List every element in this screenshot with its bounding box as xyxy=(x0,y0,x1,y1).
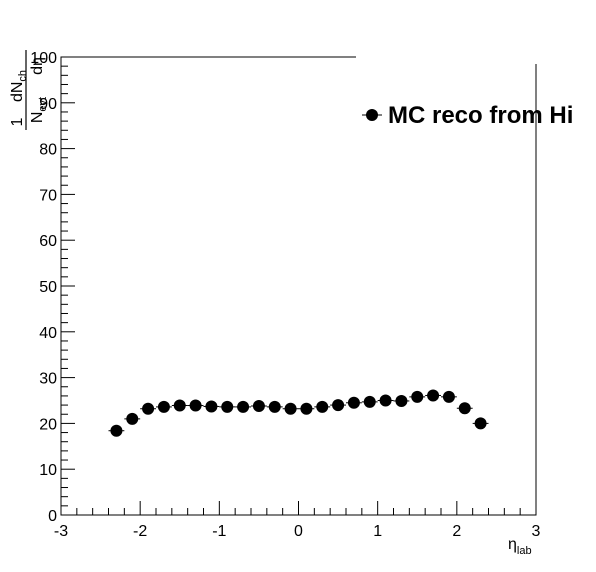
data-point xyxy=(252,399,265,412)
y-tick-label: 90 xyxy=(39,96,57,113)
legend: MC reco from Hi xyxy=(356,52,596,129)
data-point xyxy=(110,424,123,437)
data-point xyxy=(173,399,186,412)
x-tick-label: -3 xyxy=(54,523,68,540)
data-point xyxy=(237,400,250,413)
data-point xyxy=(189,399,202,412)
y-label-nevt: Nevt xyxy=(29,97,49,123)
data-point xyxy=(347,396,360,409)
data-point xyxy=(316,400,329,413)
y-tick-label: 30 xyxy=(39,371,57,388)
x-tick-label: -2 xyxy=(133,523,147,540)
x-tick-label: 1 xyxy=(373,523,382,540)
data-point xyxy=(300,402,313,415)
x-axis-label-symbol: η xyxy=(508,536,517,553)
y-label-deta: dη xyxy=(29,57,46,75)
y-label-dn-sub: ch xyxy=(17,70,29,82)
data-point xyxy=(157,400,170,413)
x-axis-label-subscript: lab xyxy=(517,545,532,557)
data-point xyxy=(205,400,218,413)
data-point xyxy=(284,402,297,415)
y-label-nevt-main: N xyxy=(29,112,46,124)
y-tick-label: 40 xyxy=(39,325,57,342)
data-point xyxy=(427,389,440,402)
y-label-dn-main: dN xyxy=(9,82,26,102)
data-point xyxy=(126,412,139,425)
y-tick-label: 10 xyxy=(39,462,57,479)
y-tick-label: 20 xyxy=(39,416,57,433)
data-point xyxy=(379,394,392,407)
y-label-one: 1 xyxy=(9,117,26,126)
data-point xyxy=(363,395,376,408)
y-label-nevt-sub: evt xyxy=(37,97,49,112)
legend-marker xyxy=(366,109,378,121)
x-tick-label: -1 xyxy=(212,523,226,540)
y-tick-label: 100 xyxy=(30,50,57,67)
data-point xyxy=(332,399,345,412)
y-tick-label: 80 xyxy=(39,142,57,159)
legend-background xyxy=(356,52,596,64)
data-point xyxy=(474,417,487,430)
y-tick-label: 0 xyxy=(48,508,57,525)
data-point xyxy=(268,400,281,413)
y-axis-label: 1 dNch Nevt dη xyxy=(9,50,49,130)
data-points xyxy=(108,389,489,437)
x-tick-label: 3 xyxy=(532,523,541,540)
y-tick-label: 70 xyxy=(39,187,57,204)
y-tick-label: 60 xyxy=(39,233,57,250)
data-point xyxy=(221,400,234,413)
legend-entry: MC reco from Hi xyxy=(388,102,573,129)
data-point xyxy=(142,402,155,415)
x-tick-label: 2 xyxy=(452,523,461,540)
data-point xyxy=(411,390,424,403)
x-axis-label: ηlab xyxy=(508,536,532,557)
data-point xyxy=(395,394,408,407)
data-point xyxy=(442,390,455,403)
y-label-dn: dNch xyxy=(9,70,29,102)
data-point xyxy=(458,402,471,415)
x-tick-label: 0 xyxy=(294,523,303,540)
y-tick-label: 50 xyxy=(39,279,57,296)
